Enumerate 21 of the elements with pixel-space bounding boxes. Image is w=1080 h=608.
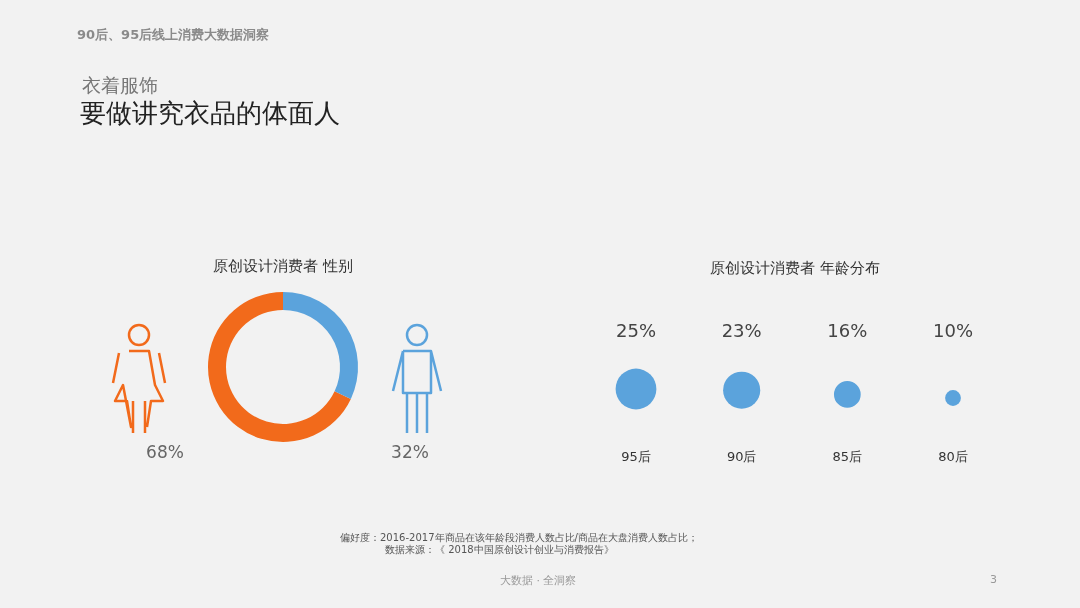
data-label: 16% [827, 320, 868, 341]
text: 衣着服饰 [82, 73, 158, 98]
data-label: 68% [146, 442, 184, 462]
x-tick-label: 80后 [938, 449, 968, 464]
chart-title: 原创设计消费者 性别 [213, 257, 353, 275]
source-note: 数据来源：《 2018中国原创设计创业与消费报告》 [385, 543, 614, 557]
data-label: 23% [721, 320, 762, 341]
donut-slice [283, 292, 358, 399]
text: 3 [990, 573, 997, 586]
x-tick-label: 95后 [621, 449, 651, 464]
data-label: 25% [615, 320, 657, 341]
x-tick-label: 85后 [832, 449, 863, 464]
data-label: 32% [391, 442, 429, 462]
x-tick-label: 90后 [726, 449, 757, 464]
text: 偏好度：2016-2017年商品在该年龄段消费人数占比/商品在大盘消费人数占比； [340, 531, 698, 544]
text: 大数据 · 全洞察 [500, 573, 577, 588]
data-label: 10% [932, 320, 974, 341]
text: 要做讲究衣品的体面人 [80, 97, 340, 130]
text: 90后、95后线上消费大数据洞察 [77, 26, 270, 44]
donut-slice [208, 292, 351, 442]
chart-title: 原创设计消费者 年龄分布 [710, 259, 880, 277]
